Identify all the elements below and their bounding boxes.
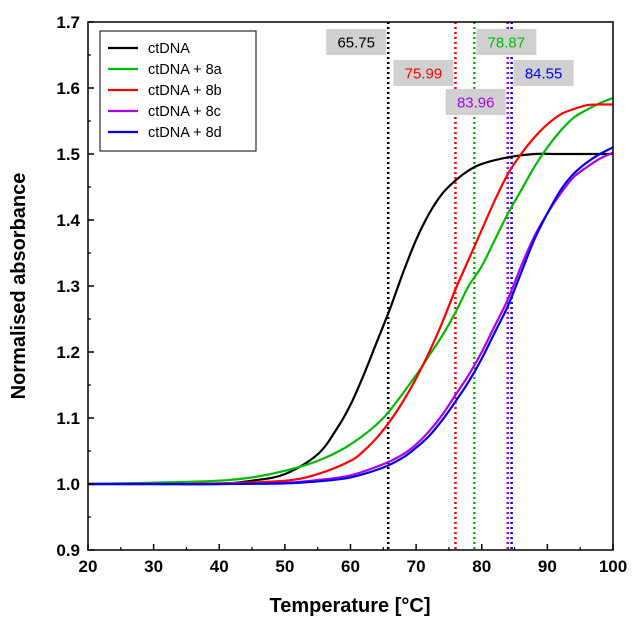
x-axis-title: Temperature [°C] bbox=[270, 595, 431, 617]
tm-label-text: 83.96 bbox=[457, 95, 495, 112]
y-tick-label: 0.9 bbox=[56, 541, 80, 560]
tm-label-text: 65.75 bbox=[337, 35, 375, 52]
series-line bbox=[87, 103, 614, 486]
x-axis-ticks: 20 30 40 50 60 70 80 90 100 bbox=[79, 544, 627, 576]
series-line bbox=[87, 151, 614, 486]
tm-label-text: 75.99 bbox=[405, 66, 443, 83]
x-tick-label: 60 bbox=[341, 557, 360, 576]
tm-label-text: 78.87 bbox=[488, 35, 526, 52]
x-tick-label: 20 bbox=[79, 557, 98, 576]
x-tick-label: 80 bbox=[472, 557, 491, 576]
legend-label: ctDNA bbox=[148, 41, 190, 57]
legend: ctDNA ctDNA + 8a ctDNA + 8b ctDNA + 8c ctDNA… bbox=[99, 30, 257, 152]
y-tick-label: 1.7 bbox=[56, 13, 80, 32]
legend-label: ctDNA + 8a bbox=[148, 62, 223, 78]
tm-labels: 65.75 78.87 75.99 83.96 84.55 bbox=[326, 29, 574, 115]
x-tick-label: 70 bbox=[407, 557, 426, 576]
legend-label: ctDNA + 8d bbox=[148, 125, 222, 141]
tm-label-text: 84.55 bbox=[525, 66, 563, 83]
tm-label: 84.55 bbox=[513, 60, 574, 86]
x-tick-label: 100 bbox=[599, 557, 627, 576]
tm-label-box bbox=[326, 29, 387, 55]
y-axis-ticks: 0.9 1.0 1.1 1.2 1.3 1.4 1.5 1.6 1.7 bbox=[56, 13, 94, 560]
legend-label: ctDNA + 8c bbox=[148, 104, 221, 120]
tm-label: 65.75 bbox=[326, 29, 387, 55]
series-line bbox=[87, 146, 614, 486]
curves bbox=[87, 96, 614, 486]
x-tick-label: 90 bbox=[538, 557, 557, 576]
tm-label-box bbox=[393, 60, 454, 86]
x-tick-label: 40 bbox=[210, 557, 229, 576]
legend-label: ctDNA + 8b bbox=[148, 83, 222, 99]
series-line bbox=[87, 152, 613, 486]
x-tick-label: 30 bbox=[144, 557, 163, 576]
tm-label: 83.96 bbox=[445, 89, 506, 115]
series-line bbox=[87, 96, 614, 486]
y-tick-label: 1.2 bbox=[56, 343, 80, 362]
y-tick-label: 1.1 bbox=[56, 409, 80, 428]
y-tick-label: 1.3 bbox=[56, 277, 80, 296]
tm-label-box bbox=[513, 60, 574, 86]
y-tick-label: 1.4 bbox=[56, 211, 80, 230]
y-tick-label: 1.5 bbox=[56, 145, 80, 164]
tm-label-box bbox=[476, 29, 537, 55]
y-tick-label: 1.0 bbox=[56, 475, 80, 494]
tm-label-box bbox=[445, 89, 506, 115]
y-tick-label: 1.6 bbox=[56, 79, 80, 98]
y-axis-title: Normalised absorbance bbox=[8, 173, 30, 400]
x-tick-label: 50 bbox=[275, 557, 294, 576]
tm-label: 75.99 bbox=[393, 60, 454, 86]
tm-label: 78.87 bbox=[476, 29, 537, 55]
